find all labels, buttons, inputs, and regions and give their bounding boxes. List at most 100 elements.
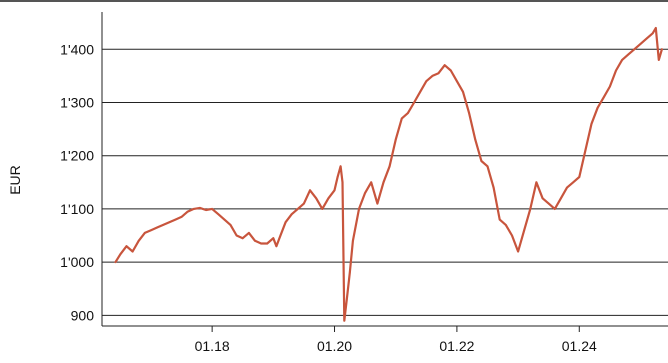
x-tick-label: 01.20 <box>317 338 352 354</box>
data-point <box>266 242 269 245</box>
data-point <box>661 48 663 51</box>
axes <box>101 12 668 332</box>
data-point <box>333 189 336 192</box>
data-point <box>272 237 275 239</box>
data-point <box>615 69 617 72</box>
y-tick-labels: 900 1'000 1'100 1'200 1'300 1'400 <box>60 41 94 323</box>
data-point <box>168 221 171 224</box>
y-tick-label: 900 <box>71 307 95 323</box>
data-point <box>336 176 339 178</box>
x-tick-labels: 01.18 01.20 01.22 01.24 <box>195 338 597 354</box>
data-point <box>382 181 385 184</box>
data-point <box>456 80 458 82</box>
data-point <box>199 207 201 209</box>
data-point <box>248 232 250 234</box>
data-point <box>341 181 344 184</box>
data-point <box>229 224 232 226</box>
data-point <box>186 210 189 213</box>
data-point <box>376 202 379 205</box>
top-border <box>0 0 668 2</box>
data-point <box>602 96 605 98</box>
data-point <box>137 240 140 242</box>
data-point <box>584 149 587 152</box>
data-point <box>523 229 526 232</box>
data-point <box>425 80 428 82</box>
data-point <box>144 232 146 234</box>
series-line-0 <box>114 26 664 322</box>
data-point <box>345 298 348 301</box>
data-point <box>480 160 483 162</box>
data-point <box>443 64 446 67</box>
data-point <box>114 261 117 263</box>
data-point <box>560 197 562 200</box>
data-point <box>535 181 538 184</box>
data-point <box>358 208 360 210</box>
x-tick-label: 01.24 <box>562 338 597 354</box>
data-point <box>119 253 122 255</box>
data-point <box>590 122 593 125</box>
data-point <box>309 189 311 192</box>
data-point <box>413 101 415 104</box>
x-tick-label: 01.18 <box>195 338 230 354</box>
data-point <box>437 72 440 75</box>
data-point <box>431 75 434 77</box>
data-point <box>297 208 299 210</box>
data-point <box>284 221 287 224</box>
data-point <box>260 242 262 245</box>
data-point <box>633 48 636 51</box>
data-point <box>217 213 220 216</box>
series-group <box>114 26 664 322</box>
data-point <box>131 250 134 253</box>
data-point <box>192 208 195 210</box>
data-point <box>517 250 519 253</box>
data-point <box>468 112 470 114</box>
x-tick-label: 01.22 <box>439 338 474 354</box>
data-point <box>364 192 366 194</box>
y-tick-label: 1'200 <box>60 148 94 164</box>
data-point <box>609 85 611 88</box>
data-point <box>125 245 128 247</box>
data-point <box>321 208 324 210</box>
data-point <box>349 271 351 274</box>
data-point <box>627 53 630 56</box>
data-point <box>529 208 532 210</box>
data-point <box>352 240 354 242</box>
data-point <box>449 69 452 72</box>
data-point <box>554 208 556 210</box>
data-point <box>645 37 648 40</box>
data-point <box>498 218 501 221</box>
data-point <box>290 213 293 216</box>
data-point <box>596 106 599 109</box>
data-point <box>223 218 226 221</box>
data-point <box>474 138 477 141</box>
gridlines <box>102 48 668 316</box>
y-axis-label: EUR <box>7 165 23 195</box>
data-point <box>578 176 581 178</box>
data-point <box>241 237 244 239</box>
data-point <box>162 224 164 226</box>
data-point <box>343 319 346 322</box>
data-point <box>621 59 623 61</box>
data-point <box>327 197 330 200</box>
data-point <box>235 234 238 237</box>
data-point <box>401 117 403 120</box>
data-point <box>150 229 152 232</box>
data-point <box>658 59 660 61</box>
data-point <box>339 165 342 168</box>
y-tick-label: 1'000 <box>60 254 94 270</box>
data-point <box>303 202 305 205</box>
data-point <box>388 165 391 168</box>
y-tick-label: 1'100 <box>60 201 94 217</box>
data-point <box>462 91 464 93</box>
data-point <box>315 197 317 200</box>
data-point <box>156 226 158 229</box>
data-point <box>370 181 373 184</box>
data-point <box>511 234 513 237</box>
y-tick-label: 1'400 <box>60 41 94 57</box>
data-point <box>651 32 654 35</box>
data-point <box>275 245 278 247</box>
data-point <box>547 202 550 205</box>
data-point <box>566 186 568 189</box>
